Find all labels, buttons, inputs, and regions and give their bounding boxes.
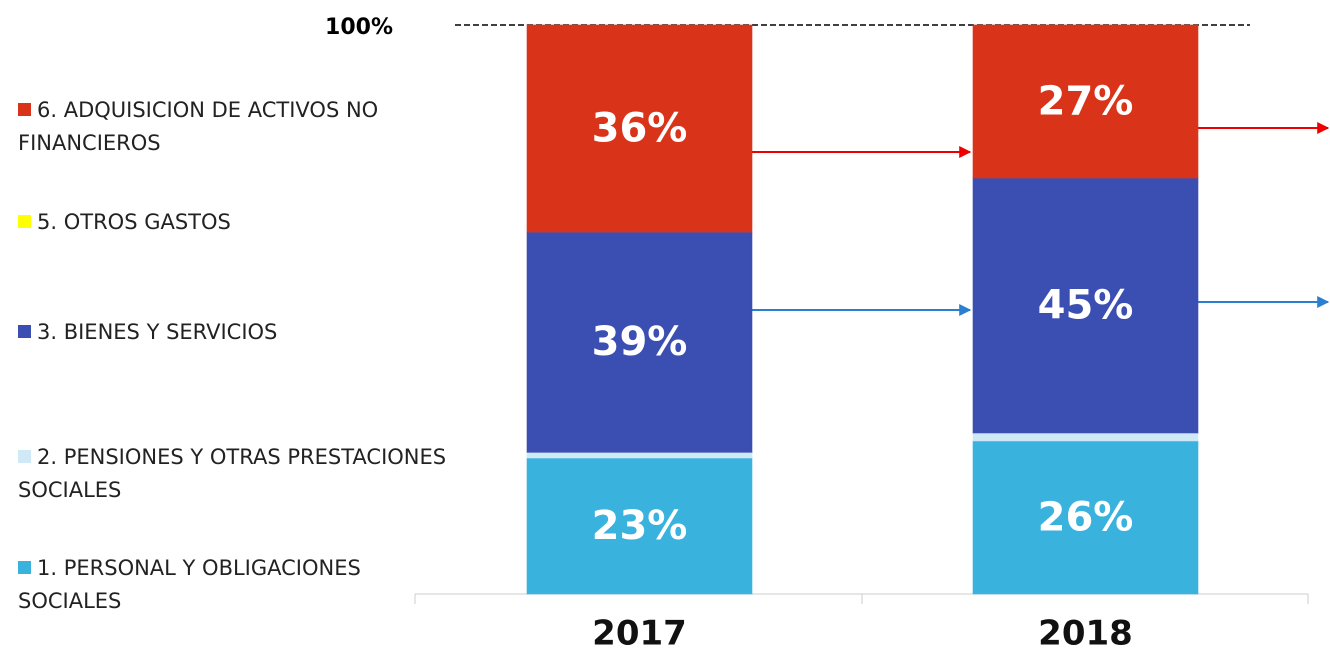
x-tick-label: 2017 — [592, 614, 687, 652]
data-label: 23% — [592, 503, 688, 549]
bar-segment — [972, 177, 1199, 434]
legend-swatch — [18, 103, 31, 116]
legend-item: 5. OTROS GASTOS — [18, 206, 458, 239]
legend-item: 2. PENSIONES Y OTRAS PRESTACIONES SOCIAL… — [18, 441, 458, 507]
legend-swatch — [18, 325, 31, 338]
legend-swatch — [18, 215, 31, 228]
legend-label: 6. ADQUISICION DE ACTIVOS NO FINANCIEROS — [18, 98, 379, 155]
legend-label: 5. OTROS GASTOS — [37, 210, 231, 234]
bar-segment — [526, 451, 753, 459]
bar-segment — [972, 440, 1199, 595]
legend-label: 2. PENSIONES Y OTRAS PRESTACIONES SOCIAL… — [18, 445, 447, 502]
data-label: 39% — [592, 319, 688, 365]
data-label: 27% — [1038, 79, 1134, 125]
bar-segment — [972, 24, 1199, 179]
data-label: 26% — [1038, 494, 1134, 540]
bar-segment — [526, 457, 753, 595]
legend-label: 3. BIENES Y SERVICIOS — [37, 320, 278, 344]
bar-segment — [526, 24, 753, 233]
legend-swatch — [18, 561, 31, 574]
bar-segment — [972, 432, 1199, 442]
x-tick-label: 2018 — [1038, 614, 1133, 652]
legend-label: 1. PERSONAL Y OBLIGACIONES SOCIALES — [18, 556, 361, 613]
legend-swatch — [18, 450, 31, 463]
legend-item: 3. BIENES Y SERVICIOS — [18, 316, 458, 349]
data-label: 45% — [1038, 283, 1134, 329]
legend-item: 1. PERSONAL Y OBLIGACIONES SOCIALES — [18, 552, 458, 618]
data-label: 36% — [592, 106, 688, 152]
legend-item: 6. ADQUISICION DE ACTIVOS NO FINANCIEROS — [18, 94, 458, 160]
y-tick-label: 100% — [325, 15, 393, 40]
